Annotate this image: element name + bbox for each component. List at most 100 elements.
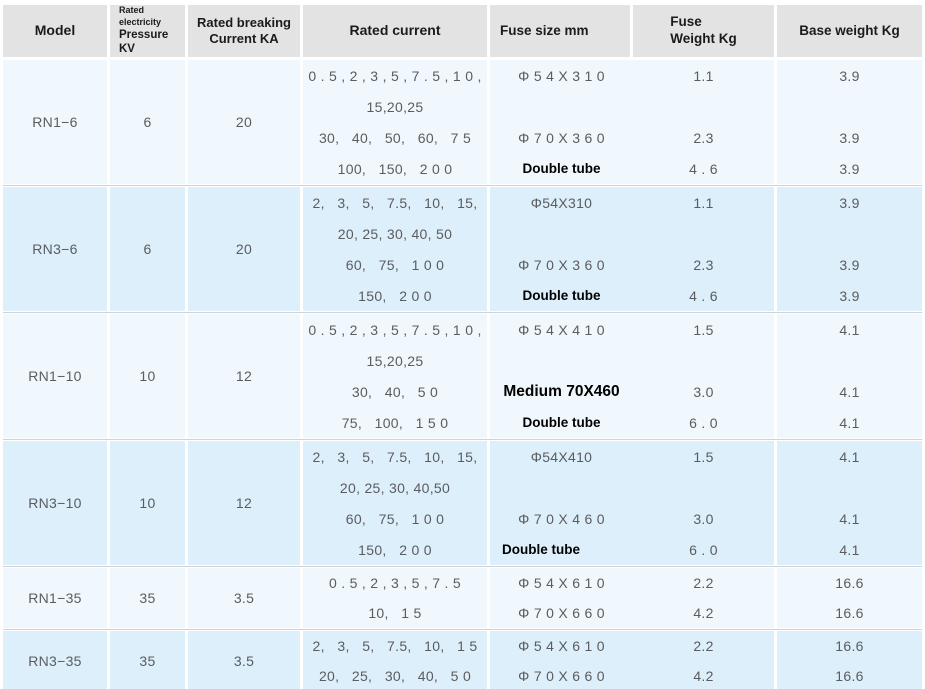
fuse-weight-cell: 1.1 (633, 187, 777, 218)
table-row: RN1−6 6 20 0 . 5 , 2 , 3 , 5 , 7 . 5 , 1 0 … (3, 57, 922, 184)
base-weight-cell (777, 345, 922, 376)
rated-current-line: 150, 2 0 0 (303, 534, 490, 565)
header-base-weight-label: Base weight Kg (799, 22, 900, 38)
base-weight-cell: 3.9 (839, 129, 860, 146)
table-row: RN3−10 10 12 2, 3, 5, 7.5, 10, 15, Φ54X410 1.… (3, 438, 922, 565)
rated-pressure-cell: 35 (110, 568, 188, 628)
rated-breaking-cell: 20 (188, 60, 303, 184)
fuse-weight-cell (633, 345, 777, 376)
table-body: RN1−6 6 20 0 . 5 , 2 , 3 , 5 , 7 . 5 , 1 0 … (3, 57, 922, 689)
rated-current-line: 2, 3, 5, 7.5, 10, 1 5 (303, 631, 490, 661)
header-cell-rated-pressure: Rated electricity Pressure KV (110, 5, 188, 57)
rated-current-line: 75, 100, 1 5 0 (303, 407, 490, 438)
header-cell-fuse-weight: Fuse Weight Kg (633, 5, 777, 57)
base-weight-cell: 4.1 (839, 414, 860, 431)
fuse-size-cell: Double tube (522, 415, 601, 430)
fuse-weight-cell: 3.0 (633, 376, 777, 407)
fuse-size-cell: Φ 7 0 X 3 6 0 (518, 129, 605, 146)
fuse-size-cell (490, 218, 633, 249)
rated-current-line: 30, 40, 50, 60, 7 5 (303, 122, 490, 153)
fuse-weight-cell: 4.2 (633, 598, 777, 628)
header-cell-rated-current: Rated current (303, 5, 490, 57)
rated-pressure-cell: 6 (110, 187, 188, 311)
header-fuse-size-label: Fuse size mm (500, 22, 589, 38)
fuse-weight-cell: 2.3 (633, 122, 777, 153)
model-cell: RN1−10 (3, 314, 110, 438)
fuse-weight-cell: 2.2 (633, 631, 777, 661)
rated-pressure-cell: 10 (110, 441, 188, 565)
header-pressure-unit-label: KV (119, 43, 135, 56)
fuse-size-cell: Φ 5 4 X 3 1 0 (518, 67, 605, 84)
base-weight-cell (777, 218, 922, 249)
model-cell: RN3−10 (3, 441, 110, 565)
rated-pressure-cell: 10 (110, 314, 188, 438)
rated-current-line: 150, 2 0 0 (303, 280, 490, 311)
fuse-size-cell: Medium 70X460 (503, 382, 620, 400)
base-weight-cell: 4.1 (839, 383, 860, 400)
fuse-weight-cell (633, 218, 777, 249)
base-weight-cell: 3.9 (839, 67, 860, 84)
header-breaking-label-line1: Rated breaking (197, 14, 291, 30)
header-fuse-weight-label-line2: Weight Kg (670, 31, 737, 46)
fuse-weight-cell: 1.1 (633, 60, 777, 91)
rated-current-line: 15,20,25 (303, 91, 490, 122)
model-cell: RN3−6 (3, 187, 110, 311)
fuse-size-cell: Φ54X310 (530, 194, 593, 211)
fuse-weight-cell: 6 . 0 (633, 534, 777, 565)
rated-current-line: 100, 150, 2 0 0 (303, 153, 490, 184)
header-cell-base-weight: Base weight Kg (777, 5, 922, 57)
base-weight-cell: 3.9 (839, 256, 860, 273)
rated-current-line: 10, 1 5 (303, 598, 490, 628)
base-weight-cell (777, 91, 922, 122)
rated-current-line: 20, 25, 30, 40,50 (303, 472, 490, 503)
rated-breaking-cell: 12 (188, 441, 303, 565)
fuse-size-cell: Φ 7 0 X 4 6 0 (518, 510, 605, 527)
base-weight-cell: 16.6 (835, 668, 864, 684)
fuse-size-cell: Φ 7 0 X 6 6 0 (518, 605, 605, 621)
base-weight-cell: 4.1 (839, 448, 860, 465)
rated-current-line: 2, 3, 5, 7.5, 10, 15, (303, 441, 490, 472)
table-row: RN1−35 35 3.5 0 . 5 , 2 , 3 , 5 , 7 . 5 Φ 5 … (3, 565, 922, 628)
rated-current-line: 60, 75, 1 0 0 (303, 249, 490, 280)
base-weight-cell: 4.1 (839, 510, 860, 527)
rated-current-line: 20, 25, 30, 40, 50 (303, 218, 490, 249)
rated-current-line: 30, 40, 5 0 (303, 376, 490, 407)
header-fuse-weight-label-line1: Fuse (670, 14, 702, 30)
base-weight-cell: 4.1 (839, 541, 860, 558)
base-weight-cell (777, 472, 922, 503)
header-cell-model: Model (3, 5, 110, 57)
fuse-size-cell: Φ 5 4 X 4 1 0 (518, 321, 605, 338)
header-model-label: Model (34, 22, 76, 39)
header-cell-fuse-size: Fuse size mm (490, 5, 633, 57)
base-weight-cell: 4.1 (839, 321, 860, 338)
table-row: RN1−10 10 12 0 . 5 , 2 , 3 , 5 , 7 . 5 , 1 … (3, 311, 922, 438)
model-cell: RN3−35 (3, 631, 110, 689)
header-rated-current-label: Rated current (349, 22, 441, 39)
rated-current-line: 0 . 5 , 2 , 3 , 5 , 7 . 5 , 1 0 , (303, 314, 490, 345)
fuse-size-cell: Φ54X410 (530, 448, 593, 465)
fuse-weight-cell: 4 . 6 (633, 280, 777, 311)
header-pressure-small-label: Rated electricity (119, 5, 162, 27)
fuse-weight-cell: 1.5 (633, 441, 777, 472)
header-breaking-label-line2: Current KA (209, 31, 279, 46)
table-row: RN3−6 6 20 2, 3, 5, 7.5, 10, 15, Φ54X310 1.1 3… (3, 184, 922, 311)
fuse-size-cell: Φ 5 4 X 6 1 0 (518, 638, 605, 654)
header-cell-rated-breaking: Rated breaking Current KA (188, 5, 303, 57)
fuse-size-cell: Φ 7 0 X 6 6 0 (518, 668, 605, 684)
base-weight-cell: 16.6 (835, 575, 864, 591)
fuse-weight-cell: 6 . 0 (633, 407, 777, 438)
fuse-weight-cell: 3.0 (633, 503, 777, 534)
base-weight-cell: 16.6 (835, 605, 864, 621)
fuse-size-cell: Double tube (502, 542, 580, 557)
rated-breaking-cell: 12 (188, 314, 303, 438)
fuse-size-cell: Φ 5 4 X 6 1 0 (518, 575, 605, 591)
rated-current-line: 2, 3, 5, 7.5, 10, 15, (303, 187, 490, 218)
fuse-weight-cell: 1.5 (633, 314, 777, 345)
header-pressure-label: Pressure (119, 28, 169, 41)
fuse-size-cell (490, 472, 633, 503)
table-header-row: Model Rated electricity Pressure KV Rate… (3, 5, 922, 57)
fuse-weight-cell: 2.3 (633, 249, 777, 280)
rated-breaking-cell: 3.5 (188, 568, 303, 628)
base-weight-cell: 3.9 (839, 194, 860, 211)
